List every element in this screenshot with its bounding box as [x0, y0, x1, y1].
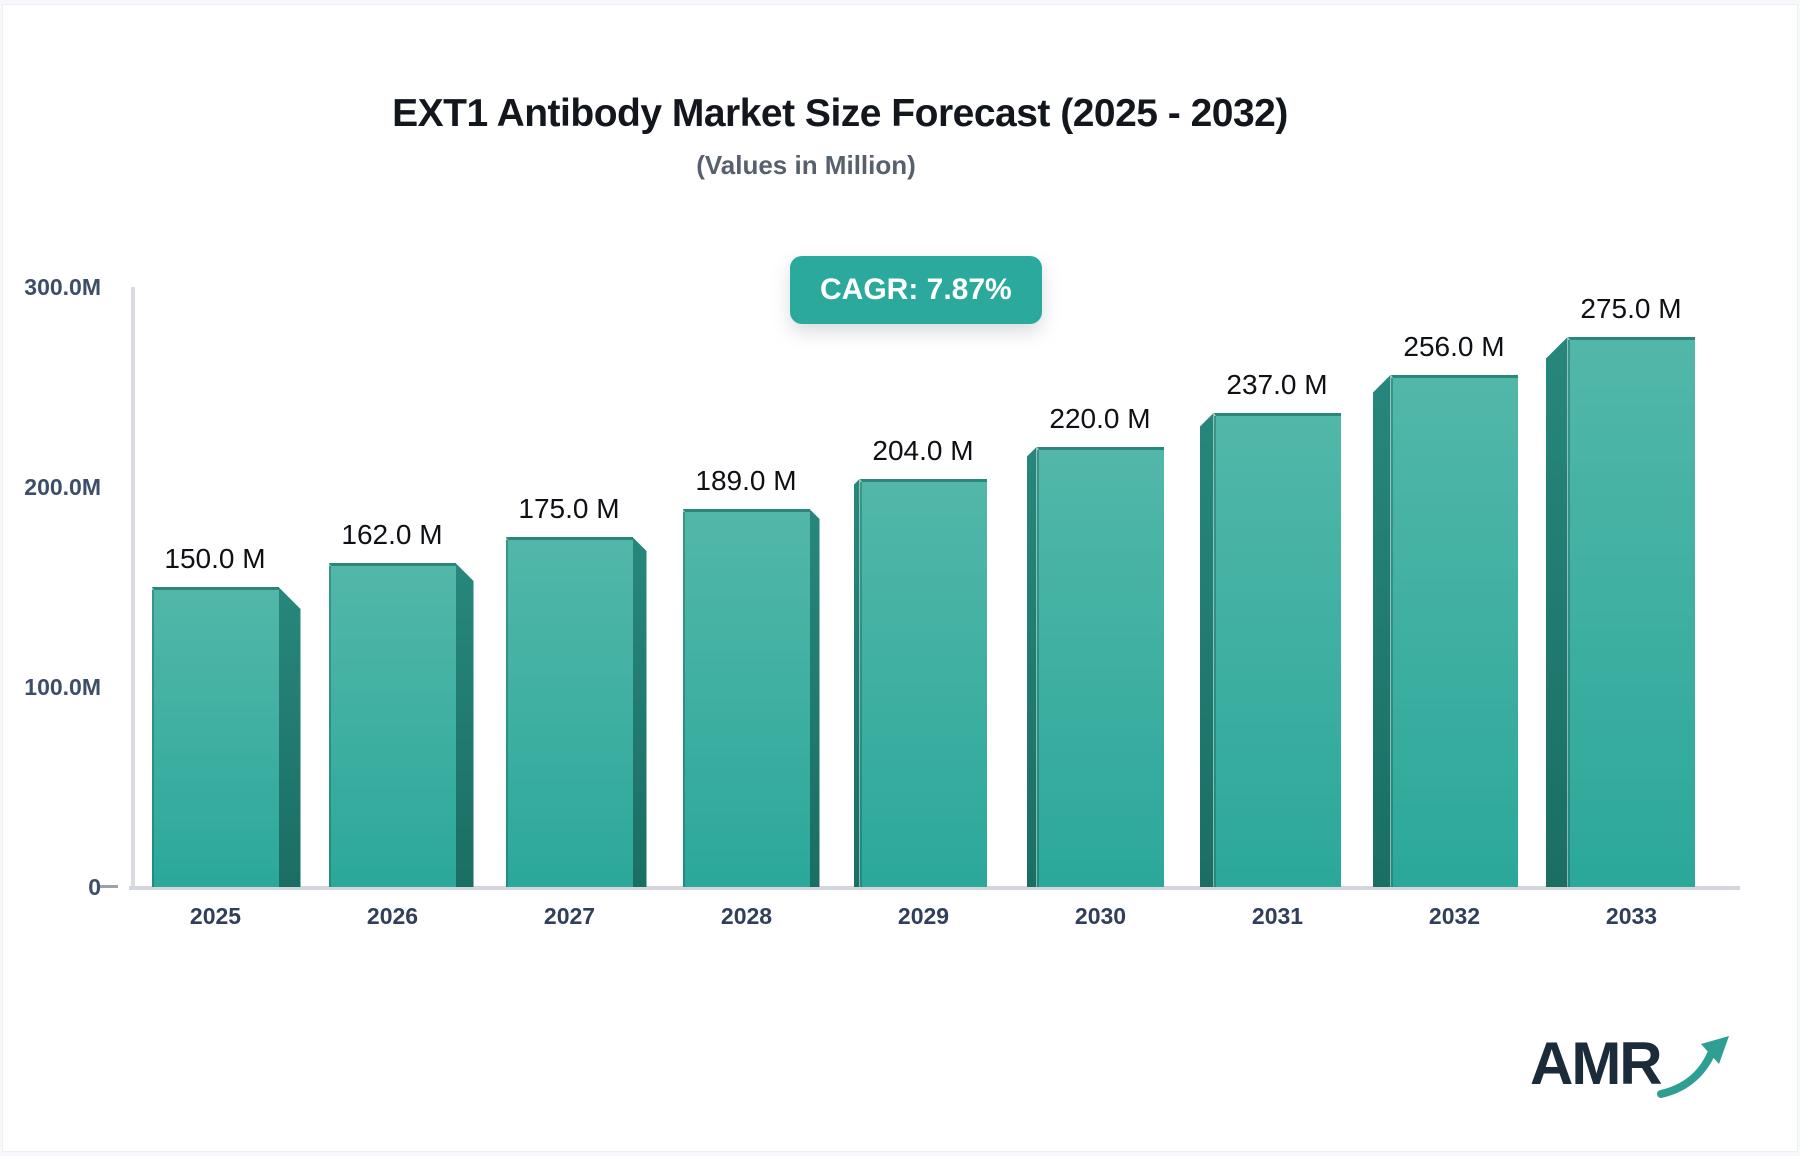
bar-value-label-2028: 189.0 M: [695, 465, 797, 496]
x-axis-label-2032: 2032: [1428, 903, 1481, 929]
bar-value-label-2026: 162.0 M: [341, 519, 443, 550]
bar-side-panel-2029: [853, 479, 860, 887]
bar-side-panel-2025: [278, 587, 301, 887]
amr-logo: AMR: [1530, 1032, 1731, 1098]
bar-2027: [505, 537, 633, 887]
bar-2026: [328, 563, 456, 887]
bar-2031: [1213, 413, 1341, 887]
chart-subtitle: (Values in Million): [696, 150, 916, 180]
x-axis-label-2028: 2028: [720, 903, 773, 929]
bar-value-label-2027: 175.0 M: [518, 493, 620, 524]
x-axis-label-2029: 2029: [897, 903, 950, 929]
bar-value-label-2030: 220.0 M: [1049, 403, 1151, 434]
bar-side-panel-2031: [1199, 413, 1214, 887]
bar-value-label-2025: 150.0 M: [164, 543, 266, 574]
bar-2030: [1036, 447, 1164, 887]
y-axis-line: [131, 287, 135, 889]
bar-2028: [682, 509, 810, 887]
x-axis-label-2025: 2025: [189, 903, 242, 929]
bar-side-panel-2026: [455, 563, 474, 887]
bar-side-panel-2028: [809, 509, 820, 887]
amr-logo-text: AMR: [1530, 1030, 1663, 1097]
y-axis-label-0: 0: [88, 874, 101, 900]
bar-2029: [859, 479, 987, 887]
bar-side-panel-2027: [632, 537, 647, 887]
x-axis-label-2027: 2027: [543, 903, 596, 929]
x-axis-label-2026: 2026: [366, 903, 419, 929]
y-axis-label-100: 100.0M: [24, 674, 101, 700]
bar-2032: [1390, 375, 1518, 887]
x-axis-label-2030: 2030: [1074, 903, 1127, 929]
bar-value-label-2033: 275.0 M: [1580, 293, 1682, 324]
x-axis-baseline: [129, 886, 1740, 890]
zero-tick-dash: [100, 885, 118, 888]
growth-arrow-icon: [1656, 1036, 1729, 1098]
bar-side-panel-2030: [1026, 447, 1037, 887]
x-axis-label-2033: 2033: [1605, 903, 1658, 929]
bar-side-panel-2033: [1545, 337, 1568, 887]
cagr-badge: CAGR: 7.87%: [790, 256, 1042, 324]
y-axis-label-200: 200.0M: [24, 474, 101, 500]
chart-title: EXT1 Antibody Market Size Forecast (2025…: [392, 92, 1288, 135]
bar-side-panel-2032: [1372, 375, 1391, 887]
bar-2033: [1567, 337, 1695, 887]
bar-2025: [151, 587, 279, 887]
cagr-badge-label: CAGR: 7.87%: [820, 273, 1012, 306]
bar-value-label-2031: 237.0 M: [1226, 369, 1328, 400]
y-axis-label-300: 300.0M: [24, 274, 101, 300]
bar-value-label-2032: 256.0 M: [1403, 331, 1505, 362]
x-axis-label-2031: 2031: [1251, 903, 1304, 929]
bar-value-label-2029: 204.0 M: [872, 435, 974, 466]
